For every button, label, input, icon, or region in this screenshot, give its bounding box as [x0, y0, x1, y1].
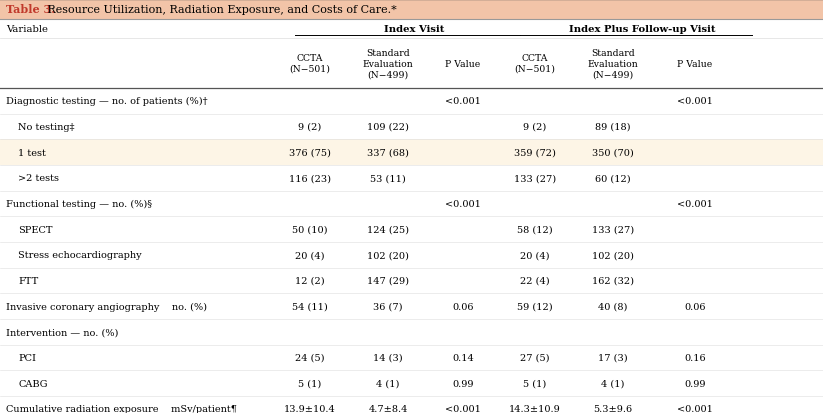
Text: 337 (68): 337 (68) [367, 148, 409, 157]
Text: 4.7±8.4: 4.7±8.4 [369, 404, 407, 413]
Text: 102 (20): 102 (20) [367, 251, 409, 260]
Text: 359 (72): 359 (72) [514, 148, 556, 157]
Text: 59 (12): 59 (12) [517, 302, 553, 311]
Text: 14.3±10.9: 14.3±10.9 [509, 404, 561, 413]
Text: 60 (12): 60 (12) [595, 174, 630, 183]
Text: 4 (1): 4 (1) [602, 379, 625, 388]
Text: <0.001: <0.001 [677, 199, 713, 209]
Text: 27 (5): 27 (5) [520, 353, 550, 362]
Text: 0.14: 0.14 [452, 353, 474, 362]
Text: <0.001: <0.001 [677, 404, 713, 413]
Text: 89 (18): 89 (18) [595, 123, 630, 131]
Text: Standard
Evaluation
(N−499): Standard Evaluation (N−499) [363, 49, 413, 79]
Text: 0.06: 0.06 [684, 302, 706, 311]
Text: 5.3±9.6: 5.3±9.6 [593, 404, 633, 413]
Text: 13.9±10.4: 13.9±10.4 [284, 404, 336, 413]
Bar [0, 140, 823, 166]
Text: 40 (8): 40 (8) [598, 302, 628, 311]
Text: 109 (22): 109 (22) [367, 123, 409, 131]
Text: 5 (1): 5 (1) [523, 379, 546, 388]
Text: Functional testing — no. (%)§: Functional testing — no. (%)§ [6, 199, 152, 209]
Text: Diagnostic testing — no. of patients (%)†: Diagnostic testing — no. of patients (%)… [6, 97, 207, 106]
Text: SPECT: SPECT [18, 225, 53, 234]
Text: 376 (75): 376 (75) [289, 148, 331, 157]
Text: 124 (25): 124 (25) [367, 225, 409, 234]
Text: 102 (20): 102 (20) [592, 251, 634, 260]
Text: 133 (27): 133 (27) [514, 174, 556, 183]
Text: <0.001: <0.001 [445, 97, 481, 106]
Bar [0, 0, 823, 20]
Text: 0.99: 0.99 [684, 379, 706, 388]
Text: 4 (1): 4 (1) [376, 379, 400, 388]
Text: P Value: P Value [677, 59, 713, 69]
Text: 12 (2): 12 (2) [295, 276, 325, 285]
Text: 0.16: 0.16 [684, 353, 706, 362]
Text: 20 (4): 20 (4) [295, 251, 325, 260]
Text: 22 (4): 22 (4) [520, 276, 550, 285]
Text: 350 (70): 350 (70) [592, 148, 634, 157]
Text: 50 (10): 50 (10) [292, 225, 328, 234]
Text: CABG: CABG [18, 379, 48, 388]
Text: <0.001: <0.001 [445, 404, 481, 413]
Text: Stress echocardiography: Stress echocardiography [18, 251, 142, 260]
Text: <0.001: <0.001 [677, 97, 713, 106]
Text: <0.001: <0.001 [445, 199, 481, 209]
Text: 17 (3): 17 (3) [598, 353, 628, 362]
Text: Resource Utilization, Radiation Exposure, and Costs of Care.*: Resource Utilization, Radiation Exposure… [44, 5, 397, 15]
Text: CCTA
(N−501): CCTA (N−501) [514, 55, 556, 74]
Text: Table 3.: Table 3. [6, 5, 55, 15]
Text: FTT: FTT [18, 276, 38, 285]
Text: CCTA
(N−501): CCTA (N−501) [290, 55, 331, 74]
Text: >2 tests: >2 tests [18, 174, 59, 183]
Text: 0.99: 0.99 [453, 379, 474, 388]
Text: 1 test: 1 test [18, 148, 46, 157]
Text: 5 (1): 5 (1) [299, 379, 322, 388]
Text: 24 (5): 24 (5) [295, 353, 325, 362]
Text: Intervention — no. (%): Intervention — no. (%) [6, 328, 119, 337]
Text: Standard
Evaluation
(N−499): Standard Evaluation (N−499) [588, 49, 639, 79]
Text: 53 (11): 53 (11) [370, 174, 406, 183]
Text: P Value: P Value [445, 59, 481, 69]
Text: 58 (12): 58 (12) [517, 225, 553, 234]
Text: 36 (7): 36 (7) [374, 302, 402, 311]
Text: 162 (32): 162 (32) [592, 276, 634, 285]
Text: Variable: Variable [6, 25, 48, 34]
Text: 0.06: 0.06 [453, 302, 474, 311]
Text: 9 (2): 9 (2) [299, 123, 322, 131]
Text: Index Visit: Index Visit [384, 25, 444, 34]
Text: 9 (2): 9 (2) [523, 123, 546, 131]
Text: Index Plus Follow-up Visit: Index Plus Follow-up Visit [570, 25, 716, 34]
Text: PCI: PCI [18, 353, 36, 362]
Text: No testing‡: No testing‡ [18, 123, 75, 131]
Text: 133 (27): 133 (27) [592, 225, 634, 234]
Text: 14 (3): 14 (3) [373, 353, 402, 362]
Text: 20 (4): 20 (4) [520, 251, 550, 260]
Text: 147 (29): 147 (29) [367, 276, 409, 285]
Text: 116 (23): 116 (23) [289, 174, 331, 183]
Text: 54 (11): 54 (11) [292, 302, 328, 311]
Text: Invasive coronary angiography    no. (%): Invasive coronary angiography no. (%) [6, 302, 207, 311]
Text: Cumulative radiation exposure    mSv/patient¶: Cumulative radiation exposure mSv/patien… [6, 404, 237, 413]
